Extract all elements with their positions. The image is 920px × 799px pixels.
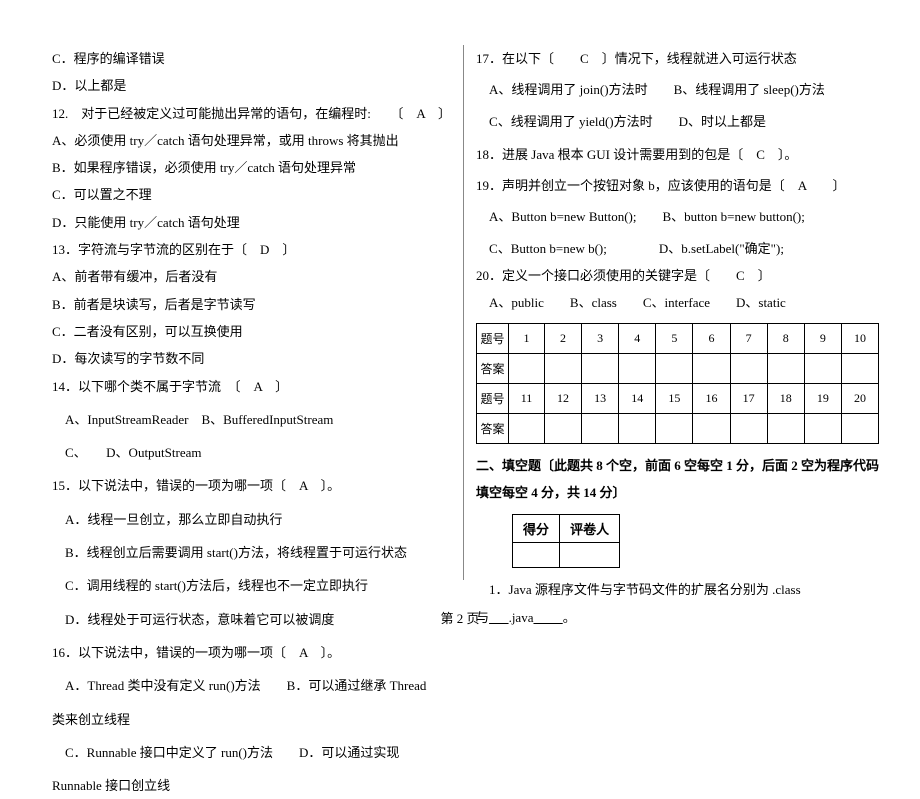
cell: 19 bbox=[804, 383, 841, 413]
option: C．调用线程的 start()方法后，线程也不一定立即执行 bbox=[52, 572, 451, 599]
option: C、 D、OutputStream bbox=[52, 439, 451, 466]
cell bbox=[804, 413, 841, 443]
option: A．Thread 类中没有定义 run()方法 B．可以通过继承 Thread bbox=[52, 672, 451, 699]
table-row: 答案 bbox=[477, 413, 879, 443]
cell bbox=[656, 353, 693, 383]
cell bbox=[841, 353, 878, 383]
option: B．如果程序错误，必须使用 try／catch 语句处理异常 bbox=[52, 154, 451, 181]
cell: 7 bbox=[730, 323, 767, 353]
cell: 13 bbox=[582, 383, 619, 413]
cell: 18 bbox=[767, 383, 804, 413]
option: C、线程调用了 yield()方法时 D、时以上都是 bbox=[476, 108, 879, 135]
cell bbox=[804, 353, 841, 383]
option: C．Runnable 接口中定义了 run()方法 D．可以通过实现 bbox=[52, 739, 451, 766]
cell bbox=[582, 413, 619, 443]
option: C．二者没有区别，可以互换使用 bbox=[52, 318, 451, 345]
cell: 6 bbox=[693, 323, 730, 353]
option: B．线程创立后需要调用 start()方法，将线程置于可运行状态 bbox=[52, 539, 451, 566]
table-row: 答案 bbox=[477, 353, 879, 383]
option: A、线程调用了 join()方法时 B、线程调用了 sleep()方法 bbox=[476, 76, 879, 103]
table-row bbox=[513, 543, 620, 568]
option: D．每次读写的字节数不同 bbox=[52, 345, 451, 372]
question-15: 15．以下说法中，错误的一项为哪一项〔 A 〕。 bbox=[52, 472, 451, 499]
option: A．线程一旦创立，那么立即自动执行 bbox=[52, 506, 451, 533]
row-header: 题号 bbox=[477, 383, 509, 413]
answer-table: 题号 1 2 3 4 5 6 7 8 9 10 答案 题号 11 12 13 bbox=[476, 323, 879, 444]
text-line: D．以上都是 bbox=[52, 72, 451, 99]
cell bbox=[693, 353, 730, 383]
table-row: 题号 11 12 13 14 15 16 17 18 19 20 bbox=[477, 383, 879, 413]
cell: 3 bbox=[582, 323, 619, 353]
cell bbox=[656, 413, 693, 443]
cell bbox=[560, 543, 620, 568]
cell bbox=[544, 413, 581, 443]
cell bbox=[693, 413, 730, 443]
page-footer: 第 2 页 bbox=[0, 608, 920, 627]
table-row: 题号 1 2 3 4 5 6 7 8 9 10 bbox=[477, 323, 879, 353]
cell bbox=[841, 413, 878, 443]
option: A、Button b=new Button(); B、button b=new … bbox=[476, 203, 879, 230]
score-header: 得分 bbox=[513, 515, 560, 543]
text-line: 类来创立线程 bbox=[52, 706, 451, 733]
cell: 11 bbox=[509, 383, 545, 413]
question-19: 19．声明并创立一个按钮对象 b，应该使用的语句是〔 A 〕 bbox=[476, 172, 879, 199]
text-line: Runnable 接口创立线 bbox=[52, 772, 451, 799]
cell bbox=[509, 413, 545, 443]
question-14: 14．以下哪个类不属于字节流 〔 A 〕 bbox=[52, 373, 451, 400]
option: C．可以置之不理 bbox=[52, 181, 451, 208]
cell bbox=[513, 543, 560, 568]
question-20: 20．定义一个接口必须使用的关键字是〔 C 〕 bbox=[476, 262, 879, 289]
cell bbox=[619, 353, 656, 383]
cell: 16 bbox=[693, 383, 730, 413]
score-table: 得分 评卷人 bbox=[512, 514, 620, 568]
section-2-title: 填空每空 4 分，共 14 分〕 bbox=[476, 479, 879, 506]
option: A、public B、class C、interface D、static bbox=[476, 289, 879, 316]
cell bbox=[730, 353, 767, 383]
left-column: C．程序的编译错误 D．以上都是 12. 对于已经被定义过可能抛出异常的语句，在… bbox=[40, 45, 464, 580]
cell: 9 bbox=[804, 323, 841, 353]
question-12: 12. 对于已经被定义过可能抛出异常的语句，在编程时: 〔 A 〕 bbox=[52, 100, 451, 127]
row-header: 题号 bbox=[477, 323, 509, 353]
table-row: 得分 评卷人 bbox=[513, 515, 620, 543]
cell: 15 bbox=[656, 383, 693, 413]
cell bbox=[730, 413, 767, 443]
cell bbox=[767, 353, 804, 383]
cell: 20 bbox=[841, 383, 878, 413]
cell: 8 bbox=[767, 323, 804, 353]
option: B．前者是块读写，后者是字节读写 bbox=[52, 291, 451, 318]
cell: 12 bbox=[544, 383, 581, 413]
cell: 1 bbox=[509, 323, 545, 353]
cell: 2 bbox=[544, 323, 581, 353]
cell bbox=[544, 353, 581, 383]
option: D．只能使用 try／catch 语句处理 bbox=[52, 209, 451, 236]
cell bbox=[767, 413, 804, 443]
cell bbox=[582, 353, 619, 383]
question-13: 13．字符流与字节流的区别在于〔 D 〕 bbox=[52, 236, 451, 263]
cell bbox=[619, 413, 656, 443]
cell: 5 bbox=[656, 323, 693, 353]
option: A、InputStreamReader B、BufferedInputStrea… bbox=[52, 406, 451, 433]
cell: 4 bbox=[619, 323, 656, 353]
grader-header: 评卷人 bbox=[560, 515, 620, 543]
question-16: 16．以下说法中，错误的一项为哪一项〔 A 〕。 bbox=[52, 639, 451, 666]
section-2-title: 二、填空题〔此题共 8 个空，前面 6 空每空 1 分，后面 2 空为程序代码 bbox=[476, 452, 879, 479]
option: C、Button b=new b(); D、b.setLabel("确定"); bbox=[476, 235, 879, 262]
cell: 10 bbox=[841, 323, 878, 353]
cell: 17 bbox=[730, 383, 767, 413]
row-header: 答案 bbox=[477, 413, 509, 443]
row-header: 答案 bbox=[477, 353, 509, 383]
right-column: 17．在以下〔 C 〕情况下，线程就进入可运行状态 A、线程调用了 join()… bbox=[464, 45, 891, 580]
cell bbox=[509, 353, 545, 383]
question-18: 18．进展 Java 根本 GUI 设计需要用到的包是〔 C 〕。 bbox=[476, 141, 879, 168]
option: A、前者带有缓冲，后者没有 bbox=[52, 263, 451, 290]
option: A、必须使用 try／catch 语句处理异常，或用 throws 将其抛出 bbox=[52, 127, 451, 154]
question-17: 17．在以下〔 C 〕情况下，线程就进入可运行状态 bbox=[476, 45, 879, 72]
cell: 14 bbox=[619, 383, 656, 413]
text-line: C．程序的编译错误 bbox=[52, 45, 451, 72]
